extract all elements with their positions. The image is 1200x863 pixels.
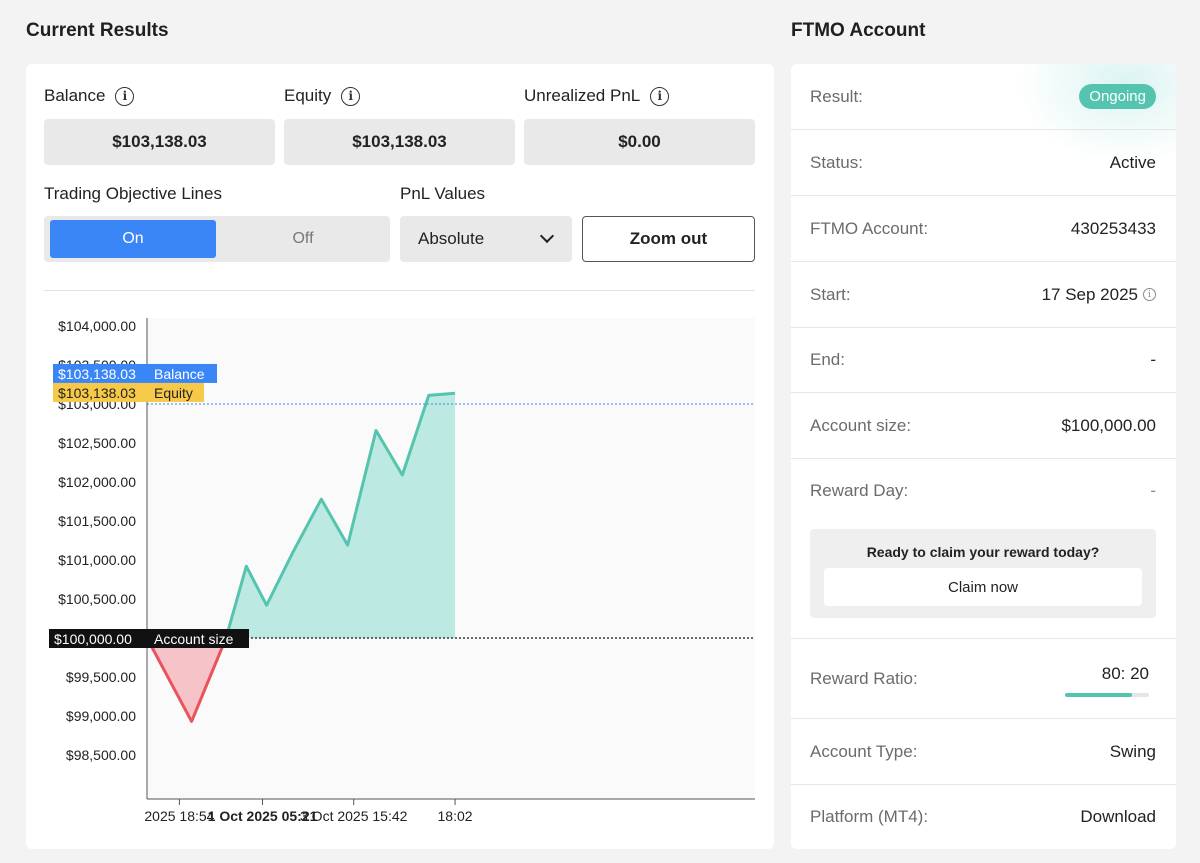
account-number-row: FTMO Account: 430253433: [791, 196, 1176, 262]
x-tick-label: 3 Oct 2025 15:42: [300, 808, 408, 824]
x-tick-label: 2025 18:54: [144, 808, 214, 824]
y-tick-label: $102,500.00: [58, 435, 136, 451]
decorative-glow: [1016, 64, 1176, 164]
account-size-row: Account size: $100,000.00: [791, 393, 1176, 459]
balance-label-text: Balance: [44, 86, 106, 105]
info-icon[interactable]: i: [1143, 288, 1156, 301]
status-label: Status:: [810, 152, 863, 172]
claim-now-button[interactable]: Claim now: [824, 568, 1142, 606]
platform-label: Platform (MT4):: [810, 807, 929, 826]
account-size-value: $100,000.00: [1061, 415, 1156, 435]
status-badge: Ongoing: [1079, 84, 1156, 109]
unrealized-pnl-label: Unrealized PnL i: [524, 86, 670, 106]
current-results-card: Balance i Equity i Unrealized PnL i $103…: [26, 64, 774, 849]
account-size-name-tag: Account size: [154, 631, 234, 647]
account-size-label: Account size:: [810, 415, 912, 435]
claim-reward-panel: Ready to claim your reward today? Claim …: [810, 529, 1156, 618]
end-row: End: -: [791, 328, 1176, 393]
zoom-out-button[interactable]: Zoom out: [582, 216, 755, 262]
equity-label: Equity i: [284, 86, 361, 106]
status-value: Active: [1109, 152, 1156, 172]
platform-download-link[interactable]: Download: [1080, 807, 1156, 826]
balance-value: $103,138.03: [44, 119, 275, 165]
pnl-selected-value: Absolute: [418, 229, 485, 248]
end-label: End:: [810, 350, 845, 369]
status-row: Status: Active: [791, 130, 1176, 196]
start-date: 17 Sep 2025: [1041, 284, 1138, 304]
toggle-off-button[interactable]: Off: [292, 230, 314, 247]
platform-row: Platform (MT4): Download: [791, 785, 1176, 849]
unrealized-pnl-value: $0.00: [524, 119, 755, 165]
reward-day-label: Reward Day:: [810, 481, 909, 500]
start-row: Start: 17 Sep 2025 i: [791, 262, 1176, 328]
y-tick-label: $101,500.00: [58, 513, 136, 529]
result-label: Result:: [810, 86, 863, 106]
info-icon[interactable]: i: [341, 86, 361, 106]
end-value: -: [1150, 350, 1156, 369]
series-line-negative: [145, 637, 228, 723]
equity-label-text: Equity: [284, 86, 332, 105]
balance-value-tag: $103,138.03: [58, 366, 136, 382]
info-icon[interactable]: i: [650, 86, 670, 106]
current-results-title: Current Results: [26, 20, 169, 41]
account-size-name-tag-bg: [149, 629, 249, 648]
y-tick-label: $99,500.00: [66, 669, 136, 685]
info-icon[interactable]: i: [115, 86, 135, 106]
account-type-value: Swing: [1109, 741, 1156, 761]
y-tick-label: $104,000.00: [58, 318, 136, 334]
pnl-values-label: PnL Values: [400, 184, 486, 203]
y-tick-label: $101,000.00: [58, 552, 136, 568]
account-size-value-tag-bg: [49, 629, 150, 648]
unrealized-pnl-label-text: Unrealized PnL: [524, 86, 641, 105]
balance-name-tag: Balance: [154, 366, 205, 382]
positive-area: [226, 393, 456, 638]
equity-value-tag: $103,138.03: [58, 385, 136, 401]
equity-name-tag: Equity: [154, 385, 193, 401]
reward-day-value: -: [1150, 481, 1156, 500]
account-number-label: FTMO Account:: [810, 218, 929, 238]
objective-lines-label: Trading Objective Lines: [44, 184, 222, 203]
start-label: Start:: [810, 284, 851, 304]
pnl-values-select[interactable]: Absolute: [400, 216, 572, 262]
reward-day-row: Reward Day: -: [791, 459, 1176, 639]
negative-area: [147, 638, 227, 722]
reward-ratio-row: Reward Ratio: 80: 20: [791, 639, 1176, 719]
balance-label: Balance i: [44, 86, 135, 106]
x-tick-label: 1 Oct 2025 05:21: [208, 808, 318, 824]
equity-chart[interactable]: $104,000.00$103,500.00$103,000.00$102,50…: [44, 314, 755, 834]
x-tick-label: 18:02: [438, 808, 473, 824]
y-tick-label: $98,500.00: [66, 747, 136, 763]
account-type-label: Account Type:: [810, 741, 918, 761]
reward-ratio-value: 80: 20: [1101, 663, 1149, 683]
reward-ratio-fill: [1065, 693, 1133, 697]
balance-value-tag-bg: [53, 363, 150, 383]
account-size-value-tag: $100,000.00: [54, 631, 132, 647]
result-row: Result: Ongoing: [791, 64, 1176, 130]
ftmo-account-card: Result: Ongoing Status: Active FTMO Acco…: [791, 64, 1176, 849]
series-line-positive: [224, 391, 456, 639]
account-type-row: Account Type: Swing: [791, 719, 1176, 785]
equity-value-tag-bg: [53, 382, 150, 402]
equity-name-tag-bg: [149, 382, 204, 402]
toggle-on-button[interactable]: On: [50, 220, 216, 258]
objective-lines-toggle: On Off: [44, 216, 390, 262]
y-tick-label: $102,000.00: [58, 474, 136, 490]
reward-ratio-label: Reward Ratio:: [810, 668, 918, 688]
chevron-down-icon: [539, 228, 555, 244]
start-value: 17 Sep 2025 i: [1042, 285, 1156, 305]
balance-name-tag-bg: [149, 363, 217, 383]
equity-value: $103,138.03: [284, 119, 515, 165]
account-number-value: 430253433: [1070, 218, 1156, 238]
ftmo-account-title: FTMO Account: [791, 20, 926, 41]
divider: [44, 290, 755, 291]
claim-prompt: Ready to claim your reward today?: [866, 544, 1100, 560]
y-tick-label: $100,500.00: [58, 591, 136, 607]
y-tick-label: $99,000.00: [66, 708, 136, 724]
reward-ratio-bar: [1065, 693, 1149, 697]
